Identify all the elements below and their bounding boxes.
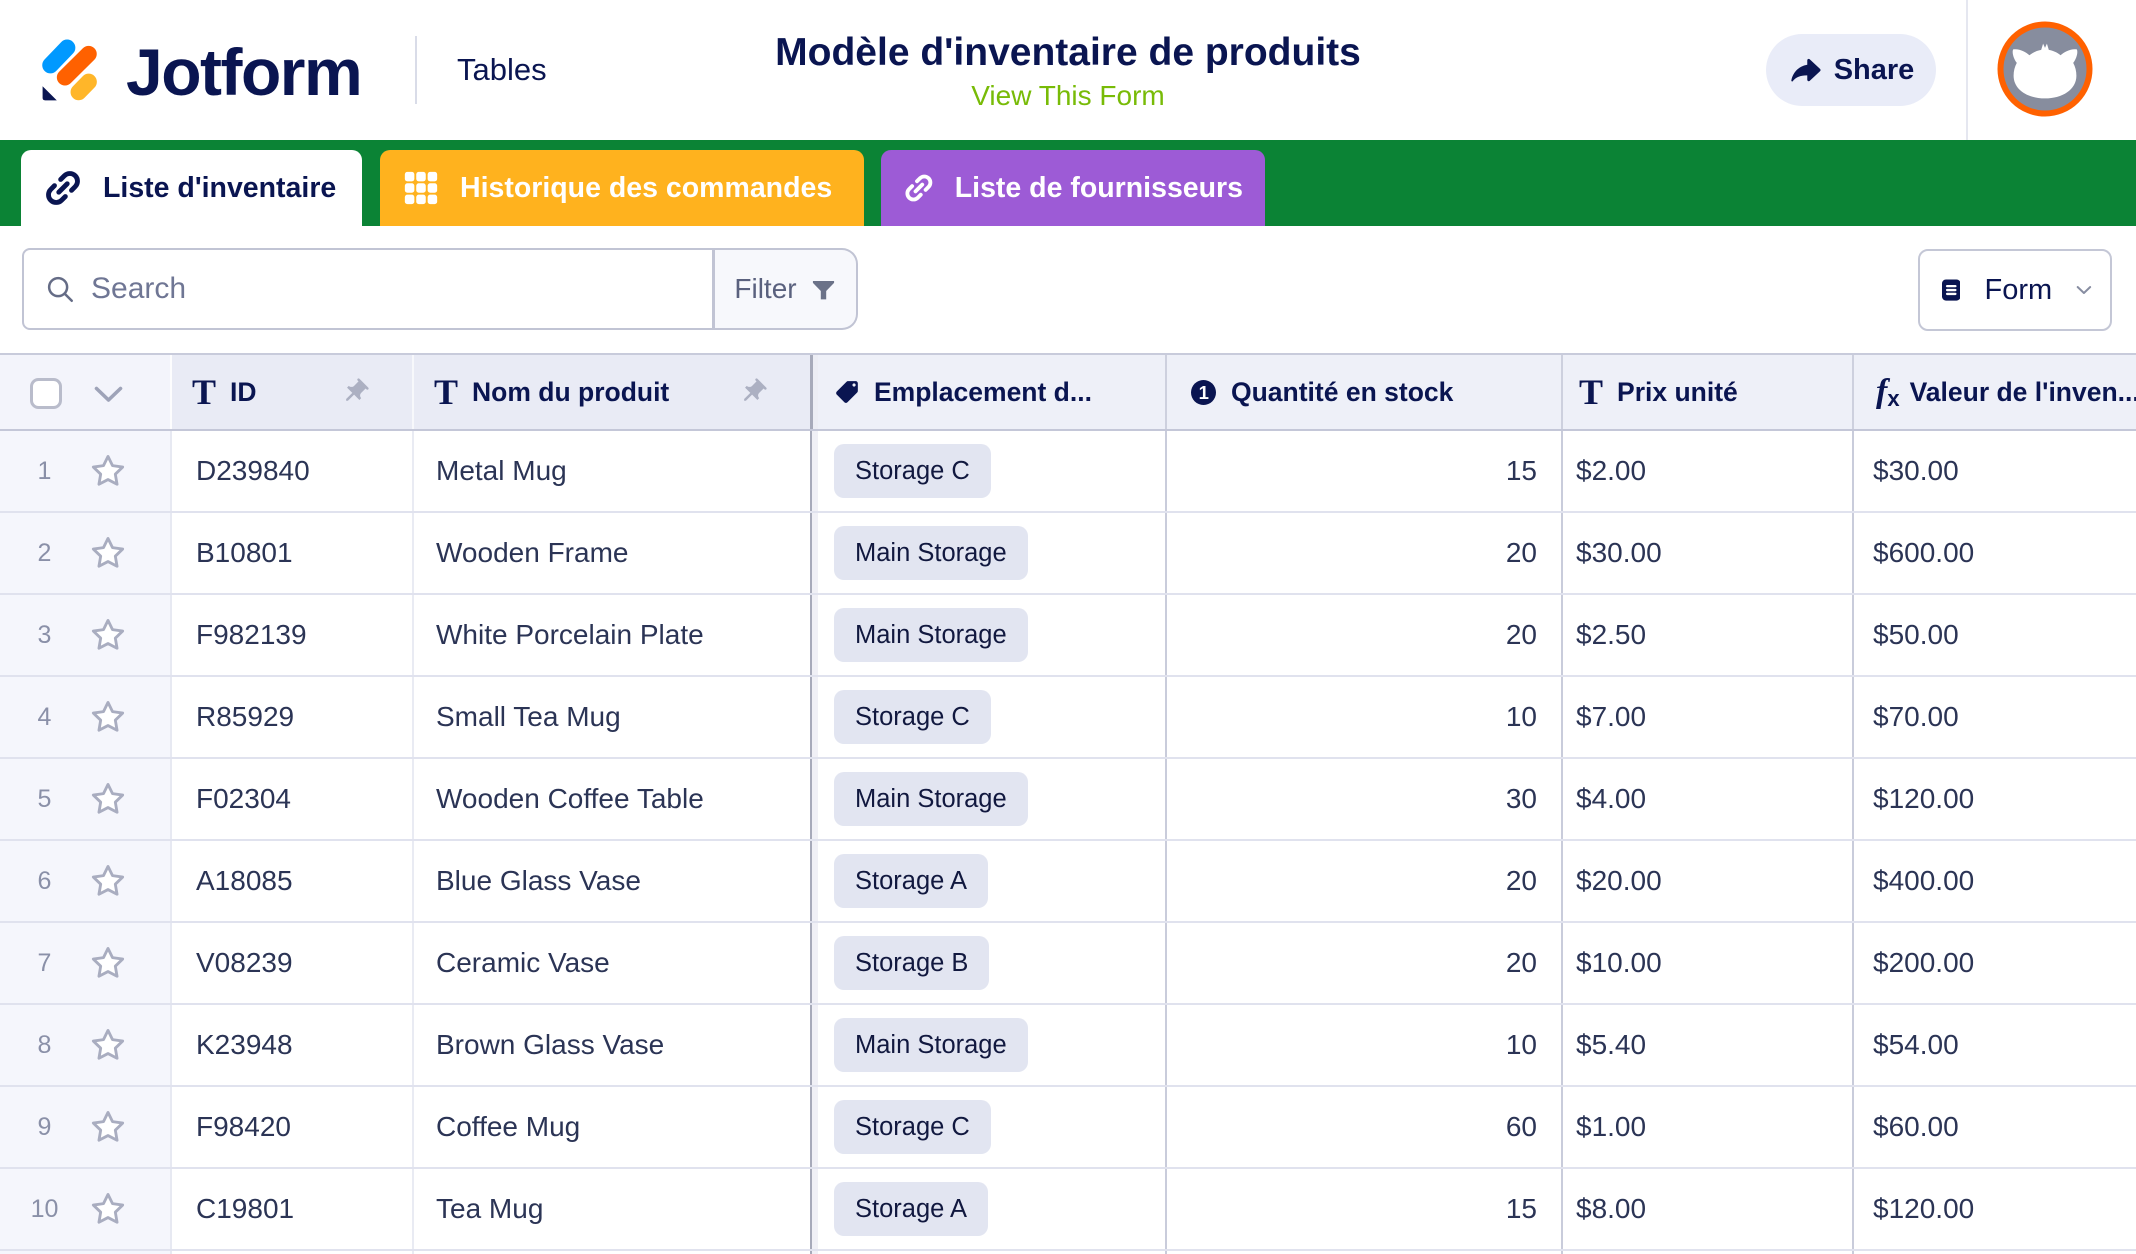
svg-text:1: 1 [1199, 382, 1209, 403]
